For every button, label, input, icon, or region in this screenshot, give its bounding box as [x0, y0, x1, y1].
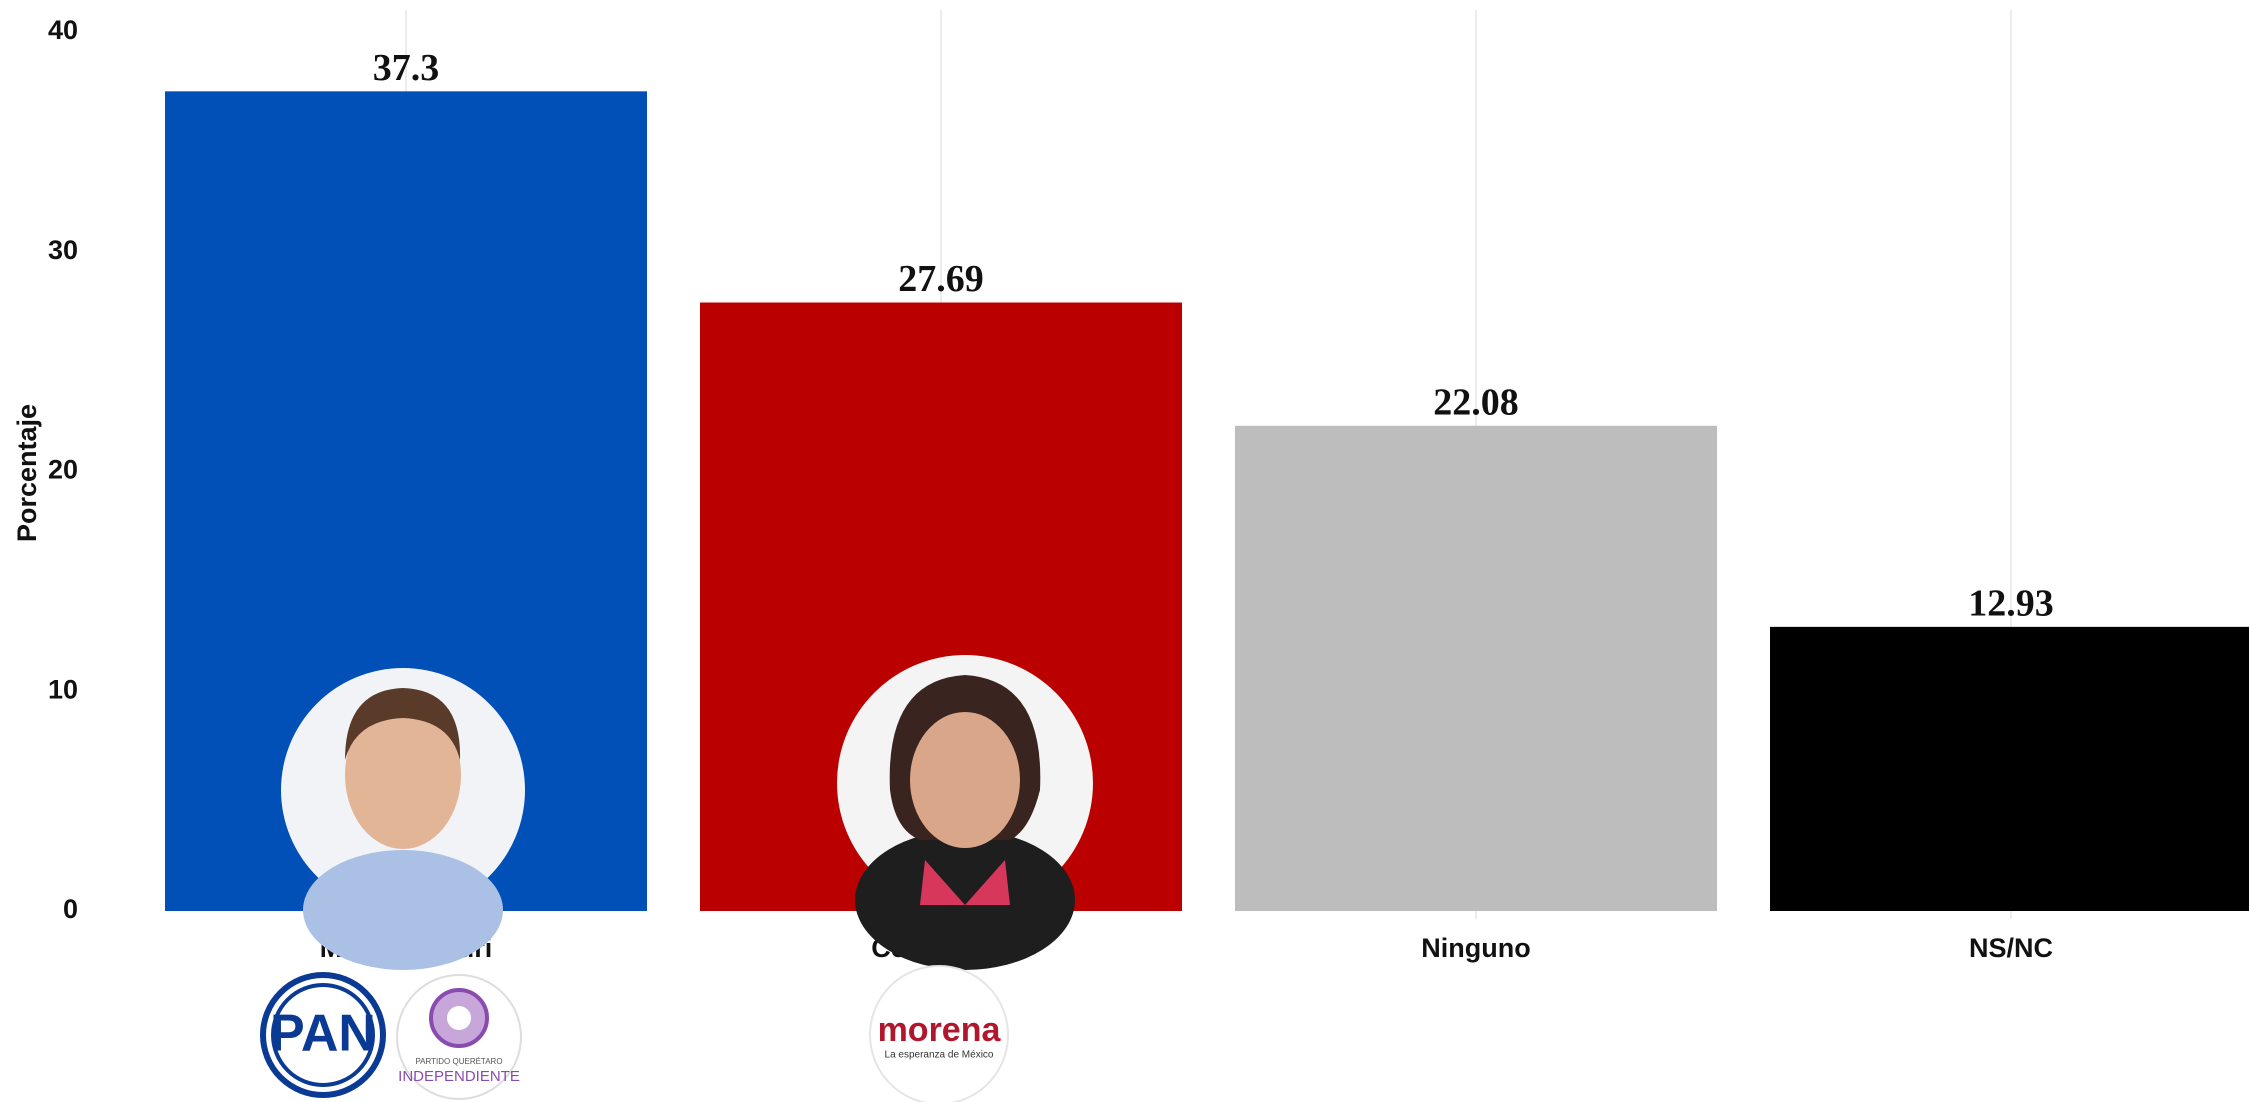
plot-area: 010203040Mauricio Kuri37.3Celia Maya27.6… [48, 10, 2249, 963]
bar [1235, 425, 1717, 911]
y-tick-label: 40 [48, 15, 78, 45]
y-axis-label: Porcentaje [12, 404, 42, 542]
x-tick-label: Ninguno [1421, 933, 1530, 963]
logo-text: PARTIDO QUERÉTARO [415, 1057, 502, 1066]
photo-maya [837, 655, 1093, 970]
y-tick-label: 20 [48, 455, 78, 485]
value-label: 12.93 [1968, 583, 2054, 625]
bar [1770, 626, 2249, 911]
logo-text: INDEPENDIENTE [398, 1068, 520, 1085]
logo-independiente: PARTIDO QUERÉTARO INDEPENDIENTE [396, 974, 522, 1100]
value-label: 27.69 [898, 258, 984, 300]
logo-text: morena [878, 1011, 1002, 1049]
value-label: 22.08 [1433, 382, 1519, 424]
logo-text: PAN [270, 1005, 376, 1063]
y-tick-label: 30 [48, 235, 78, 265]
logo-pan: PAN [260, 972, 386, 1098]
photo-kuri [281, 668, 525, 970]
logo-text: La esperanza de México [885, 1050, 994, 1061]
value-label: 37.3 [373, 47, 440, 89]
y-tick-label: 10 [48, 674, 78, 704]
y-tick-label: 0 [63, 894, 78, 924]
logo-morena: morena La esperanza de México [869, 965, 1009, 1102]
x-tick-label: NS/NC [1969, 933, 2053, 963]
